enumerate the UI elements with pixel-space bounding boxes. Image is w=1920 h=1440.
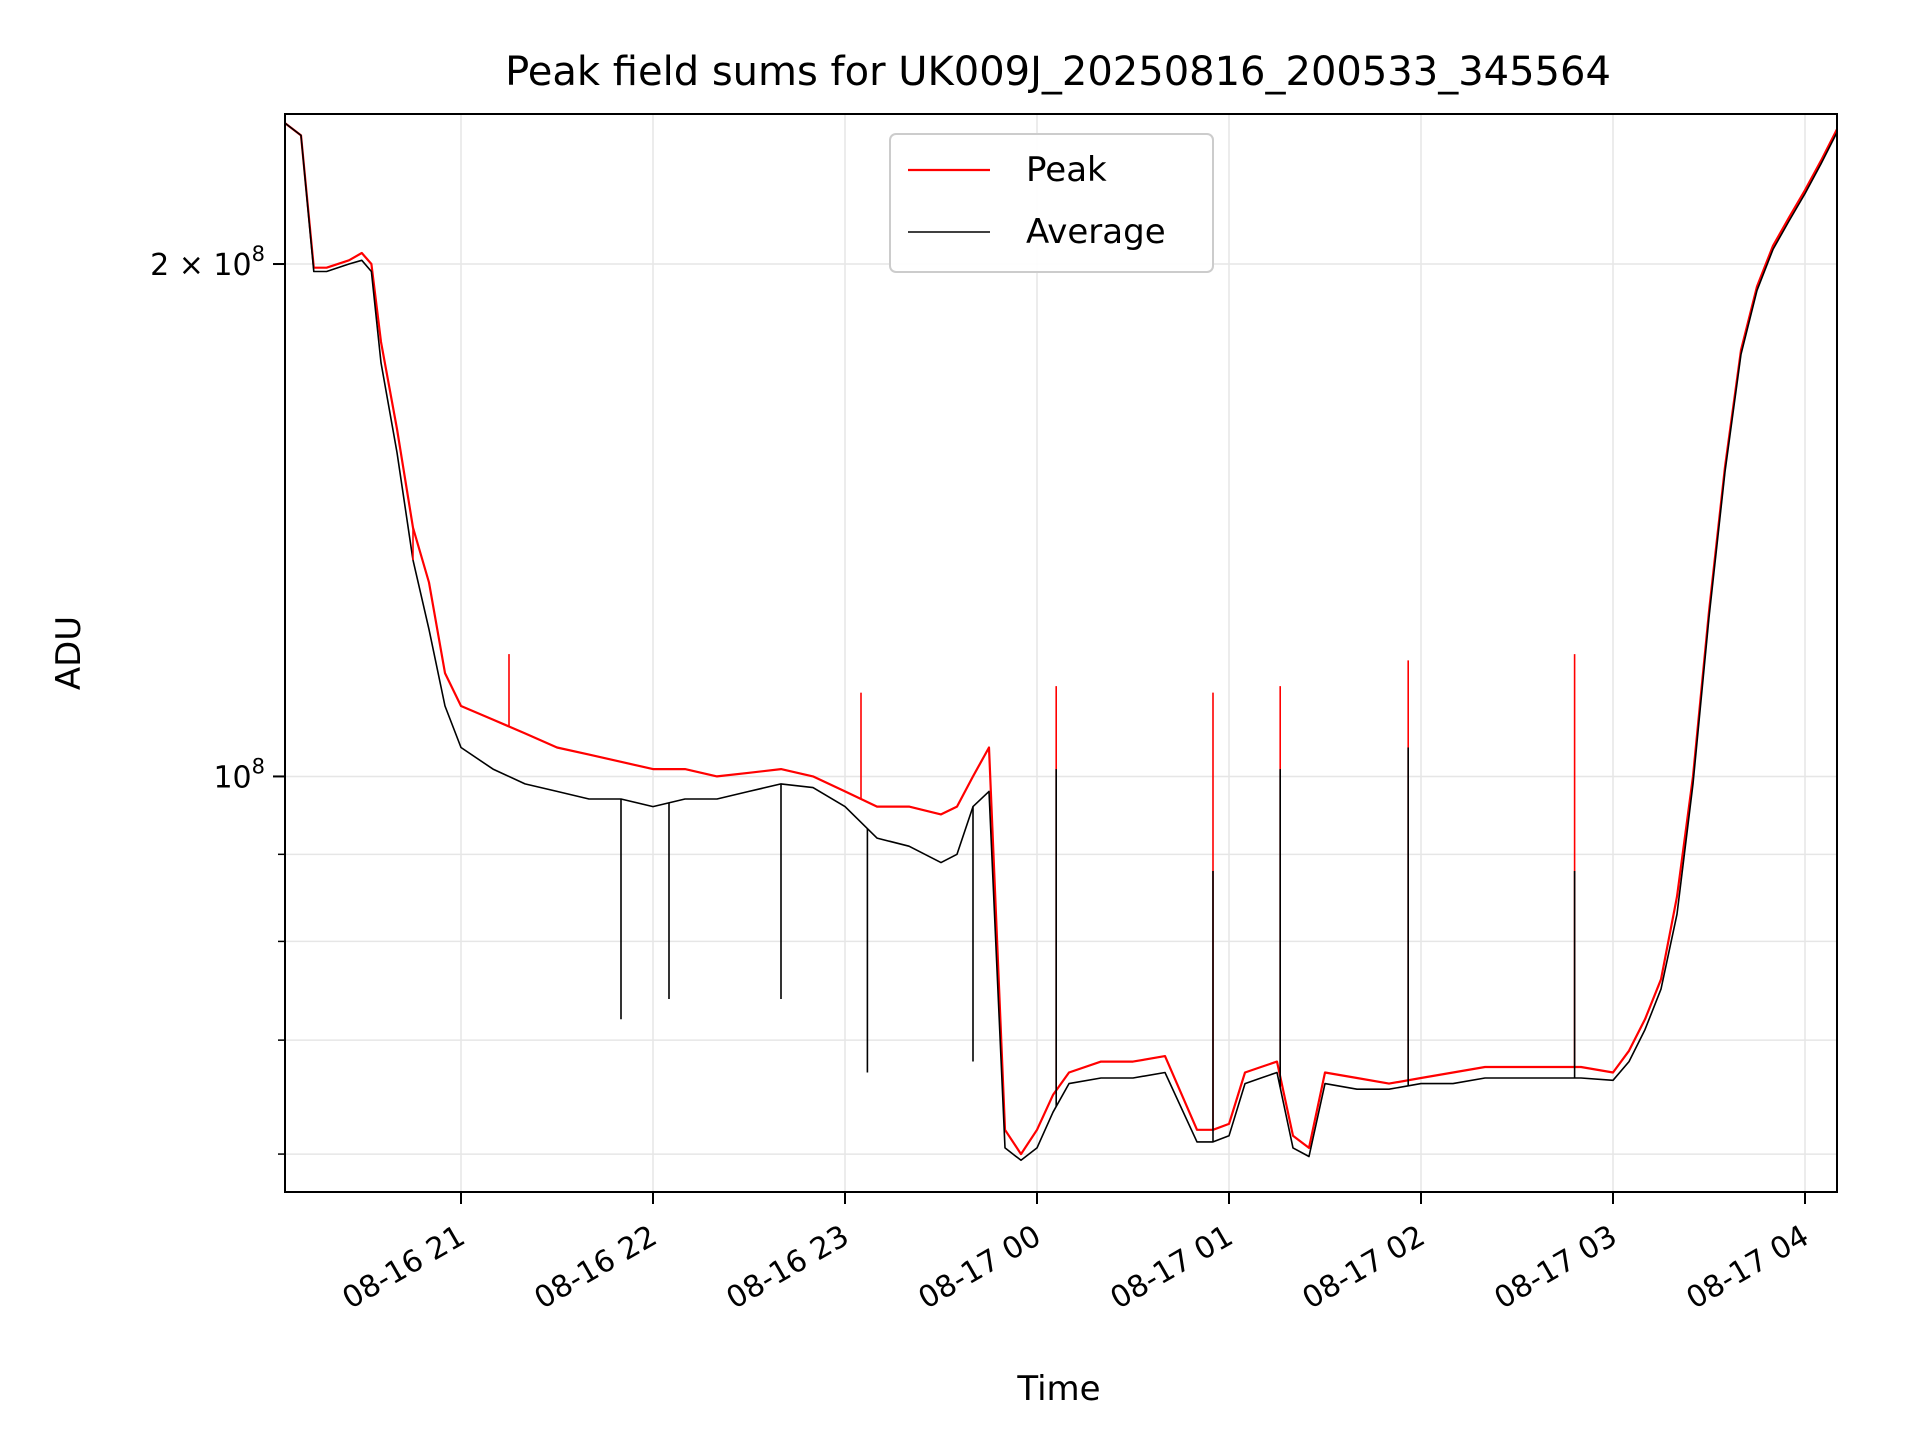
y-tick-label-base: 10: [213, 760, 251, 795]
legend-label-average: Average: [1026, 212, 1166, 252]
legend-label-peak: Peak: [1026, 150, 1107, 190]
legend-box: [889, 133, 1214, 273]
series-lines: [285, 122, 1837, 1162]
series-line-peak: [285, 122, 1837, 1156]
y-tick-label: 108: [213, 754, 265, 795]
y-tick-label-exponent: 8: [252, 754, 265, 778]
y-tick-label-exponent: 8: [252, 242, 265, 266]
x-axis-label: Time: [1016, 1369, 1100, 1409]
series-line-average: [285, 122, 1837, 1162]
legend: Peak Average: [889, 133, 1214, 273]
plot-frame: [284, 113, 1838, 1193]
series-group: [285, 122, 1837, 1162]
y-tick-label: 2 × 108: [150, 242, 265, 283]
y-tick-label-base: 2 × 10: [150, 248, 251, 283]
chart-title: Peak field sums for UK009J_20250816_2005…: [505, 49, 1611, 95]
y-axis-label: ADU: [49, 616, 89, 690]
